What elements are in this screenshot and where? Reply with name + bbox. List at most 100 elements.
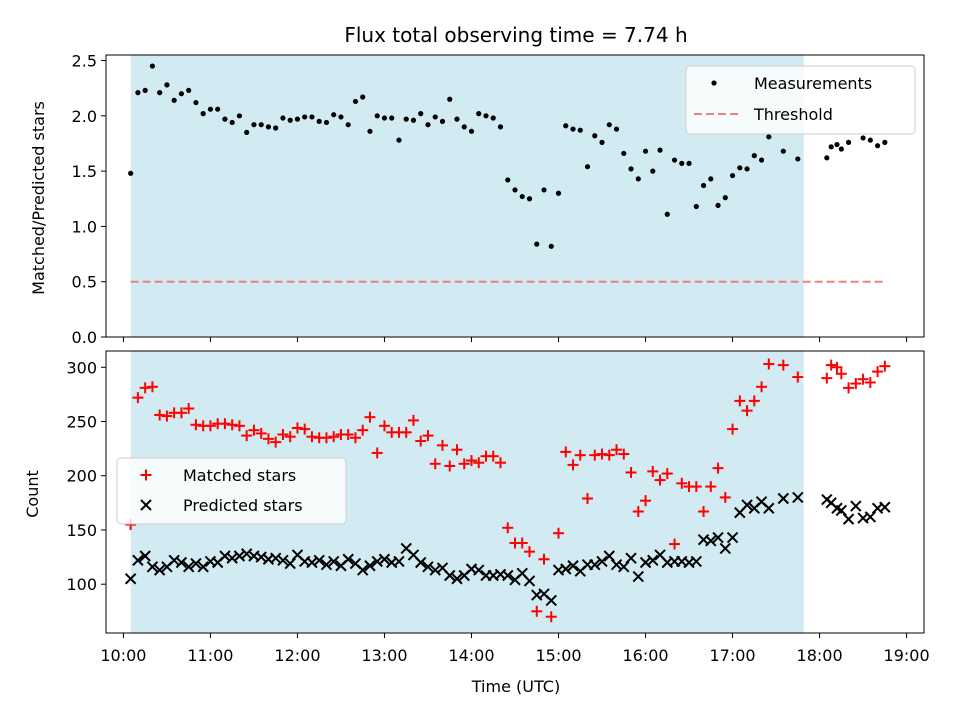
predicted-star-point (777, 492, 790, 505)
measurement-point (461, 124, 467, 130)
measurement-point (483, 113, 489, 119)
matched-star-point (560, 446, 572, 458)
predicted-star-point (589, 558, 601, 571)
measurement-point (570, 126, 576, 132)
predicted-star-point (763, 502, 775, 514)
x-tick-label: 10:00 (100, 646, 146, 665)
measurement-point (505, 177, 511, 183)
predicted-star-point (719, 542, 732, 555)
bottom-panel: 100 150 200 250 300 10:00 11:00 12:00 13:00 14:00… (23, 350, 930, 696)
measurement-point (331, 112, 337, 118)
x-tick-label: 19:00 (884, 646, 930, 665)
predicted-star-point (502, 569, 514, 582)
matched-star-point (161, 410, 173, 422)
predicted-star-point (313, 554, 325, 567)
predicted-star-point (835, 504, 848, 517)
matched-star-point (241, 430, 253, 442)
matched-star-point (306, 431, 318, 443)
predicted-star-point (190, 557, 202, 570)
measurement-point (418, 111, 424, 117)
matched-star-point (219, 418, 231, 430)
legend-box (685, 65, 916, 135)
legend-label-matched: Matched stars (183, 466, 296, 485)
y-tick-label: 250 (66, 413, 97, 432)
predicted-star-point (444, 569, 456, 582)
measurement-point (824, 155, 830, 161)
matched-star-point (843, 382, 855, 394)
matched-star-point (734, 395, 746, 407)
matched-star-point (589, 449, 601, 461)
predicted-star-point (639, 556, 652, 569)
measurement-point (621, 150, 627, 157)
predicted-star-point (277, 554, 289, 567)
x-axis-label: Time (UTC) (471, 677, 560, 696)
matched-star-point (582, 493, 594, 505)
matched-star-point (654, 474, 666, 486)
predicted-star-point (378, 553, 391, 565)
predicted-star-point (625, 552, 637, 564)
measurement-point (642, 148, 649, 154)
predicted-star-point (124, 573, 137, 585)
predicted-star-point (596, 555, 608, 568)
predicted-star-point (226, 552, 238, 564)
measurement-point (410, 117, 417, 123)
predicted-star-point (523, 575, 536, 587)
x-tick-label: 11:00 (187, 646, 233, 665)
measurement-point (534, 241, 540, 247)
measurement-point (149, 63, 156, 69)
measurement-point (860, 135, 866, 141)
matched-star-point (825, 359, 837, 371)
measurement-point (294, 116, 301, 122)
matched-star-point (291, 422, 303, 434)
measurement-point (838, 146, 844, 152)
matched-star-point (524, 546, 536, 558)
measurement-point (251, 122, 257, 128)
bottom-y-axis-label: Count (23, 470, 42, 518)
measurement-point (222, 116, 228, 122)
legend-label-measurements: Measurements (754, 74, 872, 93)
measurement-point (454, 116, 460, 122)
measurement-point (780, 148, 786, 154)
matched-star-point (132, 392, 144, 404)
matched-star-point (756, 381, 768, 393)
matched-star-point (407, 414, 419, 426)
predicted-star-point (284, 557, 296, 570)
matched-star-point (640, 495, 652, 507)
matched-star-point (872, 366, 884, 378)
top-panel: 0.0 0.5 1.0 1.5 2.0 2.5 Matched/Predicted sta… (29, 52, 925, 347)
legend-label-threshold: Threshold (753, 105, 833, 124)
matched-star-point (342, 429, 354, 441)
matched-star-point (255, 427, 267, 439)
y-tick-label: 150 (66, 521, 97, 540)
predicted-star-point (415, 556, 427, 569)
matched-star-point (618, 448, 630, 460)
predicted-star-point (560, 563, 572, 575)
matched-star-point (502, 522, 514, 534)
measurement-point (389, 115, 395, 121)
predicted-star-point (320, 558, 333, 571)
measurement-point (686, 160, 692, 166)
matched-star-point (248, 424, 260, 436)
matched-star-point (748, 395, 760, 407)
matched-star-point (864, 376, 876, 388)
measurement-point (867, 137, 873, 143)
measurement-point (882, 139, 888, 145)
measurement-point (490, 115, 496, 121)
predicted-star-point (473, 564, 485, 576)
matched-star-point (262, 433, 274, 445)
predicted-star-point (545, 594, 557, 607)
measurement-point (164, 82, 170, 88)
predicted-star-point (842, 513, 855, 525)
matched-star-point (349, 432, 361, 444)
x-tick-label: 18:00 (797, 646, 843, 665)
measurement-point (613, 126, 620, 132)
measurement-point (737, 165, 743, 171)
measurement-point (345, 122, 351, 128)
measurement-point (157, 90, 163, 96)
predicted-star-point (269, 552, 282, 564)
matched-star-point (719, 491, 731, 503)
y-tick-label: 100 (66, 575, 97, 594)
matched-star-point (661, 468, 673, 480)
predicted-star-point (632, 570, 644, 583)
measurement-point (758, 157, 765, 163)
